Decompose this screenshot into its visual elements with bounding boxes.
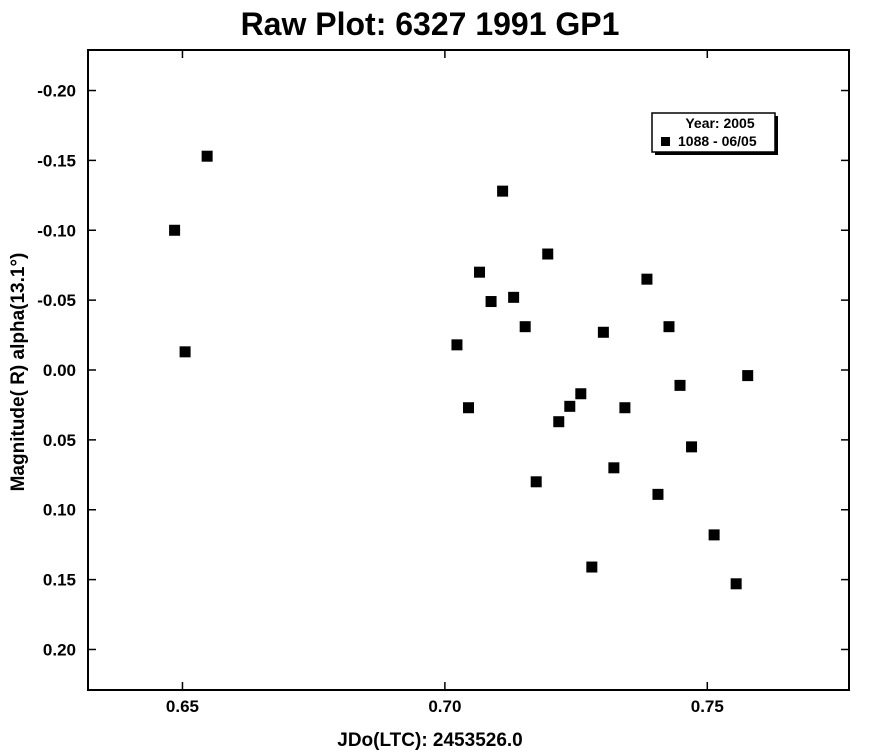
data-point [608, 462, 620, 474]
data-point [742, 370, 754, 382]
data-point [474, 266, 486, 278]
data-point [542, 248, 554, 260]
data-point [586, 561, 598, 573]
x-tick-label: 0.65 [166, 697, 199, 716]
legend-title: Year: 2005 [685, 115, 754, 131]
y-tick-label: 0.20 [43, 640, 76, 659]
data-point [201, 150, 213, 162]
data-point [619, 402, 631, 414]
data-point [485, 296, 497, 308]
data-point [730, 578, 742, 590]
y-tick-label: 0.15 [43, 571, 76, 590]
data-point [663, 321, 675, 333]
chart-title: Raw Plot: 6327 1991 GP1 [241, 6, 620, 42]
data-point [597, 326, 609, 338]
data-point [641, 273, 653, 285]
y-tick-label: 0.05 [43, 431, 76, 450]
data-point [564, 400, 576, 412]
y-tick-label: -0.15 [37, 151, 76, 170]
y-tick-label: 0.00 [43, 361, 76, 380]
x-axis-ticks: 0.65 0.70 0.75 [166, 50, 724, 716]
data-point [497, 185, 509, 197]
data-point [463, 402, 474, 414]
data-point [451, 339, 463, 351]
data-point [674, 379, 686, 391]
data-point [519, 321, 531, 333]
data-point [530, 476, 542, 488]
x-axis-label: JDo(LTC): 2453526.0 [337, 730, 523, 751]
data-points [169, 150, 754, 590]
data-point [575, 388, 587, 400]
legend-entry-label: 1088 - 06/05 [678, 133, 757, 149]
y-axis-ticks: -0.20 -0.15 -0.10 -0.05 0.00 0.05 0.10 0.15 0.20 [37, 82, 849, 659]
data-point [553, 416, 565, 428]
x-tick-label: 0.75 [691, 697, 724, 716]
data-point [708, 529, 720, 541]
legend: Year: 2005 1088 - 06/05 [651, 112, 778, 155]
y-tick-label: 0.10 [43, 501, 76, 520]
y-tick-label: -0.10 [37, 221, 76, 240]
y-axis-label: Magnitude( R) alpha(13.1°) [8, 253, 29, 492]
data-point [686, 441, 698, 453]
x-tick-label: 0.70 [428, 697, 461, 716]
data-point [652, 488, 664, 500]
y-tick-label: -0.20 [37, 82, 76, 101]
y-tick-label: -0.05 [37, 291, 76, 310]
legend-marker-square [661, 137, 670, 146]
data-point [508, 291, 520, 303]
data-point [169, 224, 181, 236]
data-point [179, 346, 191, 358]
legend-box [651, 112, 776, 153]
